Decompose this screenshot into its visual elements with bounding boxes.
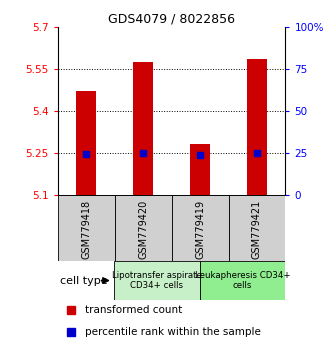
Bar	[58, 195, 115, 261]
Bar	[76, 91, 96, 195]
Title: GDS4079 / 8022856: GDS4079 / 8022856	[108, 12, 235, 25]
Bar	[190, 144, 210, 195]
Text: transformed count: transformed count	[85, 305, 182, 315]
Text: GSM779418: GSM779418	[81, 200, 91, 259]
Bar	[133, 62, 153, 195]
Text: cell type: cell type	[60, 275, 108, 286]
Bar	[228, 195, 285, 261]
Text: GSM779421: GSM779421	[252, 200, 262, 259]
Text: Leukapheresis CD34+
cells: Leukapheresis CD34+ cells	[195, 271, 290, 290]
Text: Lipotransfer aspirate
CD34+ cells: Lipotransfer aspirate CD34+ cells	[112, 271, 202, 290]
Bar	[115, 195, 172, 261]
Text: GSM779420: GSM779420	[138, 200, 148, 259]
Bar	[114, 261, 200, 300]
Bar	[172, 195, 228, 261]
Bar	[247, 59, 267, 195]
Text: percentile rank within the sample: percentile rank within the sample	[85, 327, 261, 337]
Text: GSM779419: GSM779419	[195, 200, 205, 259]
Bar	[200, 261, 285, 300]
